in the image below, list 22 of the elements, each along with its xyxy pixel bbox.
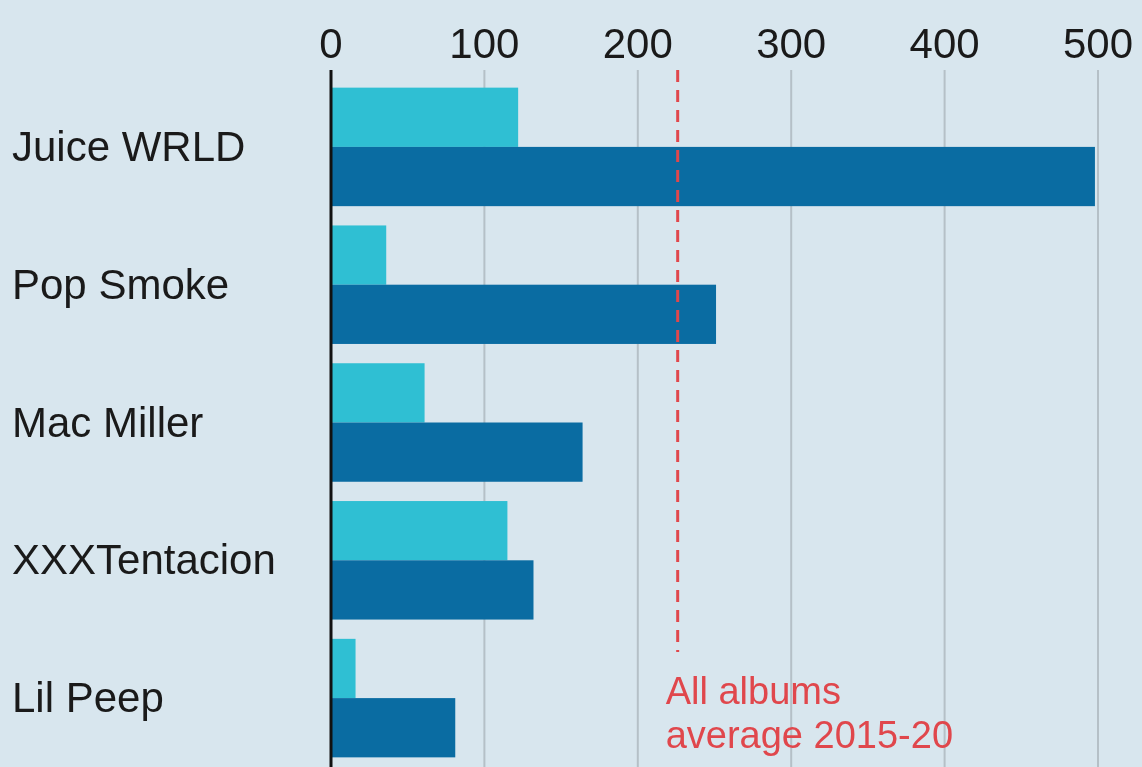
x-tick-label: 0 (319, 20, 343, 67)
y-tick-label: XXXTentacion (12, 536, 276, 584)
bar (331, 638, 356, 699)
x-tick-label: 500 (1062, 20, 1134, 67)
bar (331, 87, 519, 147)
bar (331, 225, 387, 285)
y-tick-label: Lil Peep (12, 674, 164, 722)
x-tick-label: 100 (449, 20, 520, 67)
bar (331, 422, 583, 482)
bar (331, 146, 1095, 207)
bar (331, 560, 534, 620)
bar (331, 501, 508, 561)
x-tick-label: 400 (909, 20, 980, 67)
y-tick-label: Juice WRLD (12, 122, 246, 170)
x-tick-label: 200 (602, 20, 673, 67)
y-tick-label: Mac Miller (12, 398, 204, 446)
y-tick-label: Pop Smoke (12, 260, 230, 308)
bar (331, 363, 425, 423)
x-tick-label: 300 (756, 20, 827, 67)
bar (331, 284, 717, 344)
ref-line-label: All albums average 2015-20 (665, 670, 954, 756)
bar (331, 698, 456, 758)
